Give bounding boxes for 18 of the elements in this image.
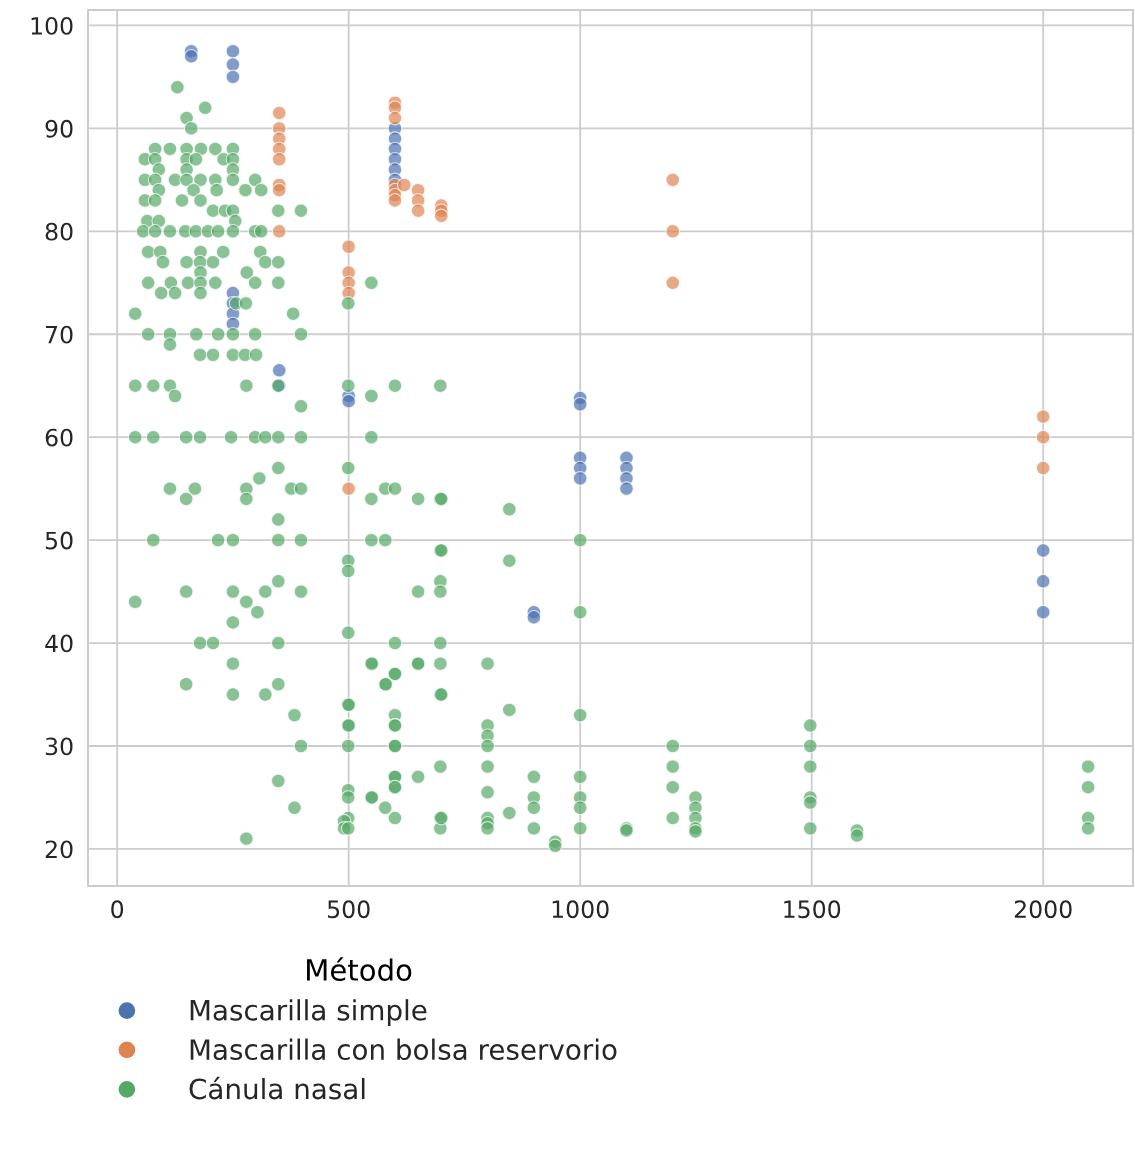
y-tick-label: 100 <box>31 16 73 35</box>
x-tick-label: 500 <box>327 900 370 919</box>
y-tick-label: 70 <box>46 325 73 344</box>
y-tick-label: 20 <box>45 840 73 859</box>
x-tick-label: 0 <box>111 900 124 919</box>
legend-label: Cánula nasal <box>189 1076 365 1100</box>
legend-label: Mascarilla simple <box>190 999 427 1027</box>
x-tick-label: 1500 <box>784 900 841 919</box>
legend-label: Mascarilla con bolsa reservorio <box>190 1038 617 1061</box>
y-tick-label: 50 <box>45 531 73 550</box>
x-tick-label: 1000 <box>552 900 609 919</box>
legend-title: Método <box>307 957 412 982</box>
y-tick-label: 40 <box>45 634 73 653</box>
x-tick-label: 2000 <box>1014 900 1072 919</box>
y-tick-label: 30 <box>45 737 73 756</box>
y-tick-label: 90 <box>45 119 73 138</box>
y-tick-label: 60 <box>45 428 73 447</box>
y-tick-label: 80 <box>45 222 73 241</box>
